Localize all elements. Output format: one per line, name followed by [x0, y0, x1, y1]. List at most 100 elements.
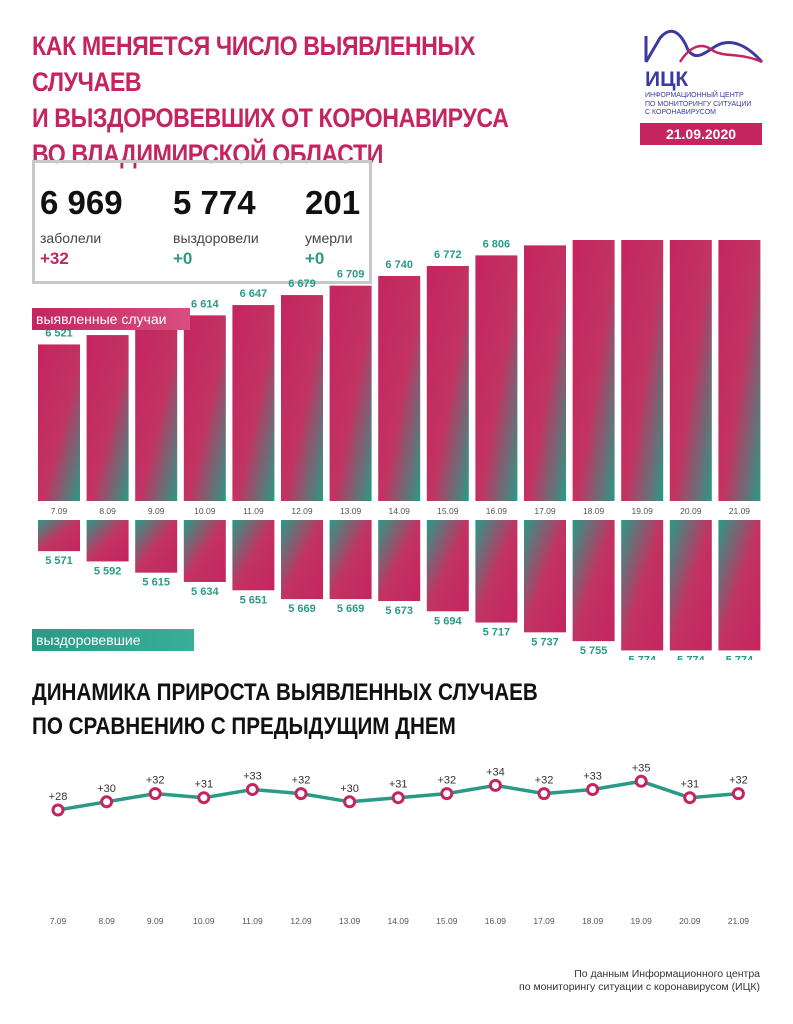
cases-bar [426, 266, 469, 501]
cases-bar [524, 245, 566, 501]
x-tick-label: 16.09 [485, 916, 507, 926]
recovered-bar [135, 520, 178, 573]
cases-value-label: 6 772 [434, 249, 462, 261]
cases-bar [669, 240, 712, 501]
cases-label: заболели [40, 230, 102, 246]
cases-bar [38, 344, 80, 501]
growth-value-label: +32 [535, 775, 554, 787]
recovered-value-label: 5 737 [531, 636, 559, 648]
summary-box: 6 969 заболели +32 5 774 выздоровели +0 … [32, 160, 372, 284]
growth-point [100, 795, 114, 809]
growth-value-label: +33 [243, 771, 262, 783]
recovered-value-label: 5 694 [434, 615, 462, 627]
growth-point [488, 778, 502, 792]
cases-value-label: 6 614 [191, 298, 219, 310]
recovered-value-label: 5 774 [628, 654, 656, 660]
x-tick-label: 17.09 [533, 916, 555, 926]
cases-value-label: 6 709 [337, 269, 365, 281]
cases-bar [621, 240, 664, 501]
x-tick-label: 12.09 [291, 506, 313, 516]
growth-point [51, 803, 65, 817]
growth-point [294, 787, 308, 801]
cases-bar [183, 315, 226, 501]
cases-total: 6 969 [40, 184, 123, 221]
cases-value-label: 6 740 [385, 259, 413, 271]
recovered-value-label: 5 673 [385, 605, 413, 617]
recovered-value-label: 5 669 [288, 603, 316, 615]
recovered-bar [378, 520, 421, 602]
growth-value-label: +32 [729, 775, 748, 787]
growth-value-label: +32 [292, 775, 311, 787]
growth-value-label: +30 [340, 783, 359, 795]
growth-value-label: +28 [49, 791, 68, 803]
recovered-value-label: 5 669 [337, 603, 365, 615]
recovered-bar [38, 520, 80, 552]
x-tick-label: 15.09 [436, 916, 458, 926]
x-tick-label: 11.09 [243, 506, 264, 516]
x-tick-label: 13.09 [339, 916, 361, 926]
stat-recovered: 5 774 выздоровели +0 [173, 185, 259, 269]
recovered-value-label: 5 571 [45, 555, 73, 567]
x-tick-label: 8.09 [99, 506, 116, 516]
recovered-bar [524, 520, 566, 633]
recovered-bar [232, 520, 275, 591]
x-tick-label: 7.09 [50, 916, 67, 926]
cases-value-label: 6 647 [240, 288, 268, 300]
x-tick-label: 9.09 [148, 506, 165, 516]
growth-value-label: +31 [680, 779, 699, 791]
x-tick-label: 15.09 [437, 506, 459, 516]
x-tick-label: 9.09 [147, 916, 164, 926]
recovered-value-label: 5 592 [94, 565, 122, 577]
legend-recovered: выздоровевшие [32, 629, 194, 651]
recovered-bar [621, 520, 664, 651]
stat-deaths: 201 умерли +0 [305, 185, 360, 269]
deaths-total: 201 [305, 184, 361, 221]
deaths-delta: +0 [305, 249, 325, 268]
x-tick-label: 21.09 [728, 916, 750, 926]
recovered-delta: +0 [173, 249, 193, 268]
growth-point [197, 791, 211, 805]
recovered-value-label: 5 774 [726, 654, 754, 660]
cases-bar [378, 276, 421, 501]
recovered-value-label: 5 774 [677, 654, 705, 660]
cases-bar [718, 240, 761, 501]
growth-point [634, 774, 648, 788]
cases-value-label: 6 679 [288, 278, 316, 290]
x-tick-label: 11.09 [242, 916, 263, 926]
x-tick-label: 10.09 [193, 916, 215, 926]
x-tick-label: 13.09 [340, 506, 362, 516]
growth-point [245, 783, 259, 796]
logo-abbreviation: ИЦК [645, 68, 689, 91]
growth-value-label: +33 [583, 771, 602, 783]
page-title: КАК МЕНЯЕТСЯ ЧИСЛО ВЫЯВЛЕННЫХ СЛУЧАЕВ И … [32, 31, 509, 169]
recovered-bar [718, 520, 761, 651]
recovered-value-label: 5 717 [483, 627, 511, 639]
recovered-value-label: 5 634 [191, 586, 219, 598]
growth-point [391, 791, 405, 805]
cases-delta: +32 [40, 249, 69, 268]
growth-point [148, 787, 162, 801]
recovered-bar [86, 520, 129, 562]
recovered-bar [669, 520, 712, 651]
cases-bar [281, 295, 323, 501]
x-tick-label: 21.09 [729, 506, 751, 516]
cases-bar [86, 335, 129, 501]
deaths-label: умерли [305, 230, 353, 246]
cases-bar [135, 325, 178, 501]
x-tick-label: 14.09 [388, 916, 410, 926]
growth-point [537, 787, 551, 801]
cases-bar [572, 240, 615, 501]
x-tick-label: 12.09 [290, 916, 312, 926]
recovered-bar [572, 520, 615, 642]
recovered-value-label: 5 755 [580, 645, 608, 657]
cases-bar [475, 255, 518, 501]
x-tick-label: 7.09 [51, 506, 68, 516]
growth-point [683, 791, 697, 805]
growth-point [343, 795, 357, 809]
source-note: По данным Информационного центра по мони… [519, 968, 760, 993]
cases-value-label: 6 806 [483, 240, 511, 250]
x-tick-label: 18.09 [583, 506, 605, 516]
cases-bar [232, 305, 275, 501]
x-tick-label: 8.09 [98, 916, 115, 926]
